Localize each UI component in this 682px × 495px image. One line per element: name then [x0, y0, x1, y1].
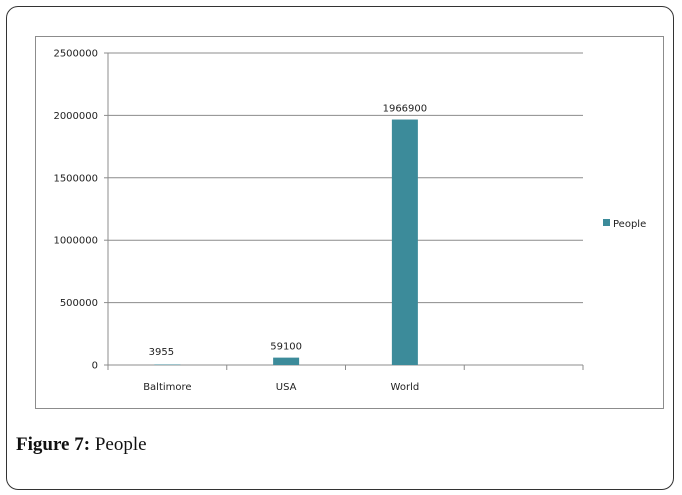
figure-caption-label: Figure 7:: [16, 434, 91, 455]
x-tick-label: World: [391, 382, 420, 393]
y-tick-label: 1500000: [53, 173, 98, 184]
bar: [273, 357, 300, 365]
figure-caption-text: People: [94, 434, 147, 455]
y-tick-label: 500000: [60, 298, 98, 309]
y-tick-label: 0: [92, 361, 98, 372]
legend-swatch: [603, 219, 610, 226]
x-tick-label: Baltimore: [143, 382, 191, 393]
chart-area: [35, 36, 664, 409]
y-tick-label: 2000000: [53, 111, 98, 122]
data-label: 59100: [270, 342, 302, 353]
data-label: 1966900: [383, 104, 428, 115]
bar: [391, 119, 418, 365]
x-tick-label: USA: [276, 382, 297, 393]
legend-label: People: [613, 219, 646, 230]
figure-caption: Figure 7: People: [16, 434, 147, 456]
y-tick-label: 1000000: [53, 236, 98, 247]
data-label: 3955: [149, 347, 174, 358]
y-tick-label: 2500000: [53, 49, 98, 60]
bar: [154, 364, 181, 366]
